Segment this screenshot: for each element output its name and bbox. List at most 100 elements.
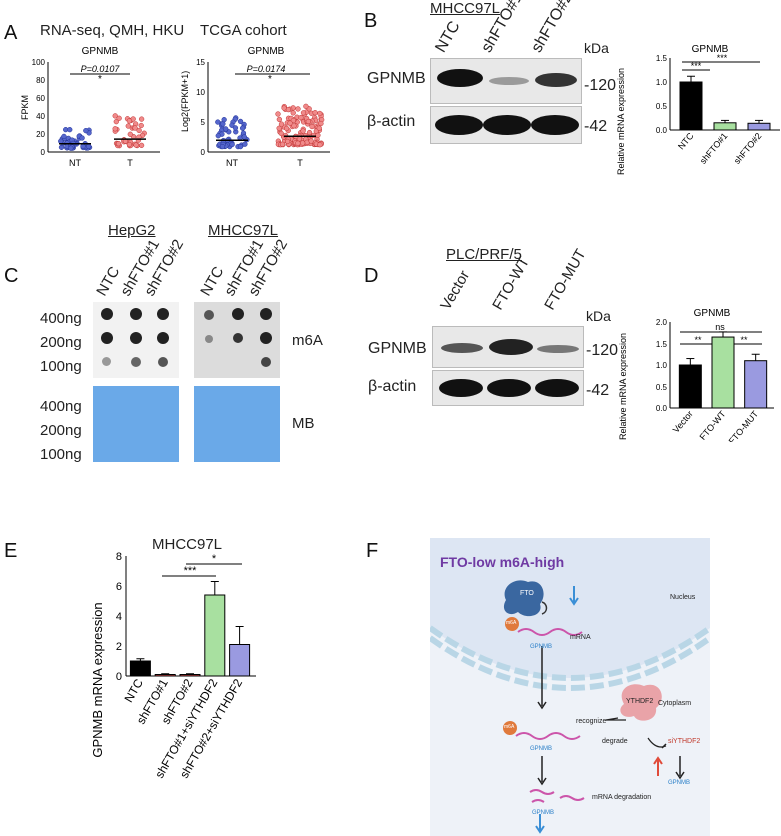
scatter-point (138, 116, 145, 122)
ytick: 6 (116, 581, 122, 593)
scatter-point (116, 115, 122, 121)
panel-c-mhcc97l-dotblot (194, 302, 280, 378)
panel-f-ythdf2: YTHDF2 (626, 698, 654, 705)
panel-label-b: B (364, 10, 378, 32)
category-label: Vector (671, 409, 695, 435)
scatter-point (279, 141, 286, 147)
panel-b-lane-3: shFTO#2 (528, 0, 577, 56)
panel-b-gpnmb-blot (430, 58, 582, 104)
scatter-point (306, 129, 313, 136)
panel-a-left-xtick-nt: NT (69, 158, 81, 168)
ytick: 20 (36, 130, 45, 139)
panel-f-cytoplasm: Cytoplasm (658, 700, 692, 707)
panel-f-diagram: FTO-low m6A-high Nucleus Cytoplasm FTO m… (430, 538, 710, 836)
amount-label: 200ng (40, 422, 82, 439)
amount-label: 200ng (40, 334, 82, 351)
sig-label: ns (715, 322, 725, 332)
panel-c-group-2: MHCC97L (208, 222, 279, 239)
scatter-point (241, 134, 247, 140)
scatter-point (278, 130, 284, 137)
category-label: NTC (122, 676, 147, 705)
panel-f-fto: FTO (520, 590, 534, 597)
scatter-point (80, 143, 86, 149)
scatter-point (138, 142, 145, 149)
panel-d-chart-ylabel: Relative mRNA expression (618, 333, 628, 440)
panel-a-right-xtick-nt: NT (226, 158, 238, 168)
scatter-point (126, 118, 133, 124)
panel-f-gpnmb-2: GPNMB (530, 746, 553, 752)
panel-label-f: F (366, 540, 379, 562)
panel-f-gpnmb-1: GPNMB (530, 644, 553, 650)
sig-label: *** (717, 53, 728, 63)
category-label: FTO-MUT (727, 408, 761, 442)
scatter-point (232, 125, 239, 131)
scatter-point (83, 127, 89, 134)
panel-d-lane-1: Vector (437, 267, 474, 313)
scatter-point (291, 123, 297, 129)
ytick: 0 (41, 148, 46, 157)
panel-f-recognize: recognize (576, 718, 607, 725)
bar (204, 594, 226, 677)
ytick: 1.0 (656, 78, 668, 87)
panel-d-chart-gene: GPNMB (694, 308, 731, 319)
panel-c-lane: NTC (197, 263, 228, 299)
panel-a-right-title: TCGA cohort (200, 22, 287, 39)
scatter-point (298, 114, 304, 121)
panel-a-right-ylabel: Log2(FPKM+1) (180, 71, 190, 132)
scatter-point (278, 121, 285, 127)
ytick: 2 (116, 641, 122, 653)
scatter-point (125, 123, 131, 129)
bar (154, 674, 176, 677)
bar (179, 674, 201, 677)
scatter-point (115, 141, 122, 147)
scatter-point (316, 125, 322, 131)
panel-b-lane-1: NTC (432, 18, 464, 56)
panel-label-d: D (364, 265, 379, 287)
panel-a-right-star: * (268, 74, 272, 85)
scatter-point (300, 110, 307, 116)
scatter-point (229, 141, 235, 148)
scatter-point (112, 126, 118, 132)
scatter-point (283, 125, 290, 132)
scatter-point (136, 127, 142, 134)
panel-label-c: C (4, 265, 19, 287)
ytick: 0.5 (656, 383, 668, 392)
ytick: 0 (116, 671, 122, 683)
amount-label: 400ng (40, 398, 82, 415)
panel-f-m6a-2: m6A (504, 724, 515, 730)
scatter-point (276, 125, 282, 131)
scatter-point (68, 145, 74, 151)
scatter-point (295, 106, 301, 112)
scatter-point (308, 138, 314, 144)
ytick: 8 (116, 551, 122, 563)
ytick: 40 (36, 112, 45, 121)
scatter-point (132, 125, 138, 131)
panel-c-mb-label: MB (292, 415, 315, 432)
ytick: 0.5 (656, 102, 668, 111)
panel-d-lane-2: FTO-WT (489, 254, 534, 313)
ytick: 2.0 (656, 318, 668, 327)
amount-label: 400ng (40, 310, 82, 327)
panel-a-left-ylabel: FPKM (20, 95, 30, 120)
scatter-point (79, 135, 85, 141)
category-label: shFTO#1 (698, 131, 730, 166)
scatter-point (86, 143, 92, 150)
panel-a-right-yticks: 0 5 10 15 (196, 58, 205, 157)
panel-d-actin-blot (432, 370, 584, 406)
panel-d-gpnmb-blot (432, 326, 584, 368)
panel-c-mhcc97l-mb-stain (194, 386, 280, 462)
scatter-point (287, 120, 293, 126)
panel-a-left-yticks: 0 20 40 60 80 100 (32, 58, 46, 157)
panel-c-lane: NTC (93, 263, 124, 299)
panel-b-mw-42: -42 (584, 118, 608, 135)
scatter-point (215, 119, 221, 125)
panel-a-right-pvalue: P=0.0174 (247, 64, 286, 74)
bar (744, 360, 768, 409)
scatter-point (127, 131, 133, 137)
panel-d-bar-chart: GPNMB Relative mRNA expression 0.0 0.5 1… (618, 308, 774, 442)
ytick: 1.5 (656, 340, 668, 349)
ytick: 5 (201, 118, 206, 127)
ytick: 1.5 (656, 54, 668, 63)
scatter-point (317, 110, 323, 117)
panel-a-left-star: * (98, 74, 102, 85)
